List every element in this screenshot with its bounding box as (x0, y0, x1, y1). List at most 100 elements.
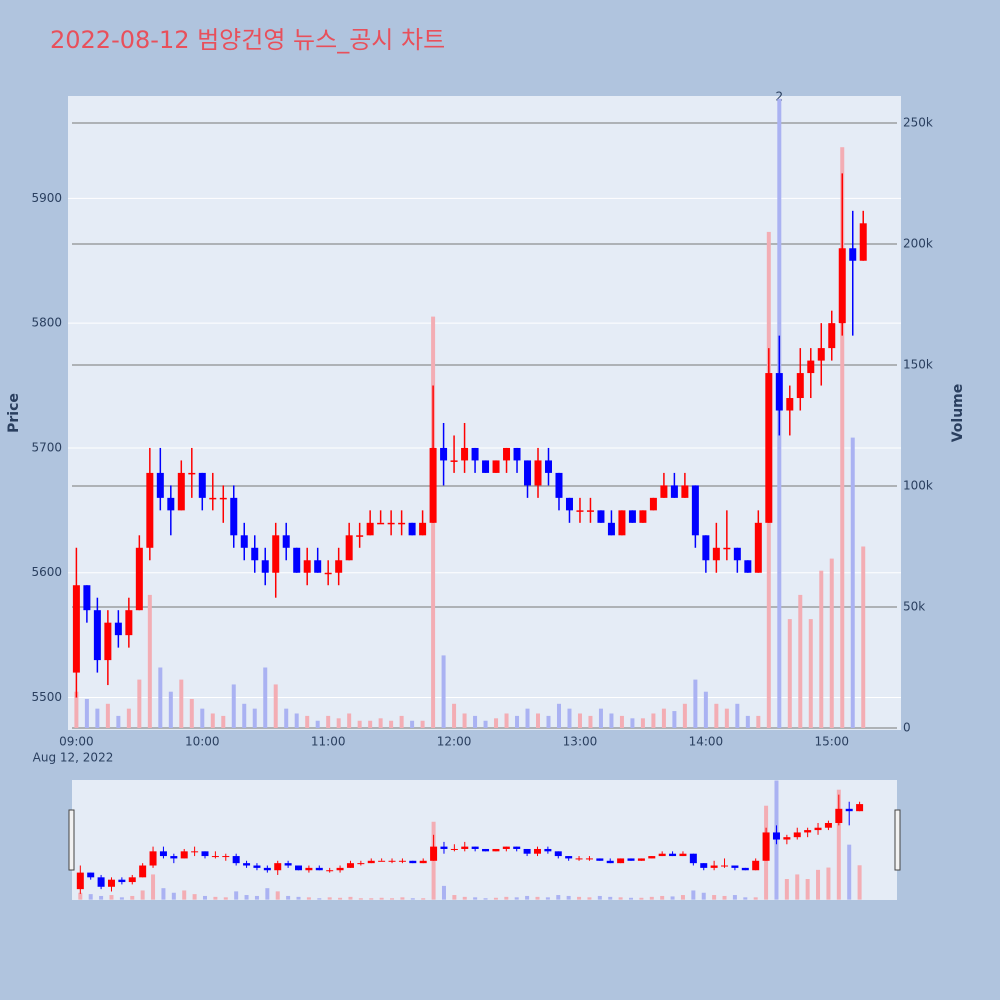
volume-bar (378, 718, 383, 729)
x-tick-label: 13:00 (563, 735, 598, 749)
x-tick-label: 10:00 (185, 735, 220, 749)
candle-body (104, 622, 112, 661)
slider-candle-body (575, 858, 583, 860)
volume-bar (84, 698, 89, 729)
range-slider[interactable] (72, 780, 897, 900)
slider-candle-body (596, 858, 604, 861)
slider-candle-body (211, 856, 219, 858)
volume-bar (452, 703, 457, 729)
volume-bar (347, 713, 352, 729)
candle-body (419, 522, 427, 536)
y-tick-label: 5600 (31, 565, 62, 579)
slider-candle-body (689, 853, 697, 864)
slider-candle-body (180, 851, 188, 859)
slider-volume-bar (722, 895, 727, 900)
volume-bar (703, 691, 708, 729)
candle-body (775, 373, 783, 411)
slider-volume-bar (317, 898, 322, 900)
slider-candle-body (97, 877, 105, 887)
slider-volume-bar (587, 897, 592, 900)
volume-bar (619, 715, 624, 729)
volume-bar (357, 720, 362, 729)
slider-candle-body (315, 867, 323, 871)
volume-bar (556, 703, 561, 729)
slider-volume-bar (244, 895, 249, 900)
slider-volume-bar (78, 892, 83, 900)
slider-candle-body (409, 860, 417, 864)
slider-candle-body (627, 858, 635, 861)
candle-body (440, 447, 448, 461)
y2-tick-label: 100k (903, 479, 933, 493)
candle-body (125, 610, 133, 636)
slider-volume-bar (462, 896, 467, 900)
volume-bar (95, 708, 100, 729)
slider-candle-body (523, 848, 531, 854)
price-layer (72, 173, 867, 698)
slider-candle-body (710, 865, 718, 868)
slider-volume-bar (680, 895, 685, 900)
volume-bar (137, 679, 142, 729)
volume-bar (441, 655, 446, 729)
candle-body (691, 485, 699, 536)
slider-volume-bar (348, 896, 353, 900)
volume-bar (105, 703, 110, 729)
slider-volume-bar (847, 844, 852, 900)
volume-bar (829, 558, 834, 729)
slider-candle-body (835, 808, 843, 823)
slider-volume-bar (286, 895, 291, 900)
slider-volume-bar (784, 879, 789, 900)
candle-body (544, 460, 552, 473)
slider-handle-right[interactable] (894, 809, 901, 871)
candle-body (639, 510, 647, 523)
slider-candle-body (544, 848, 552, 852)
candle-body (72, 585, 80, 673)
slider-volume-bar (369, 898, 374, 900)
slider-candle-body (430, 846, 438, 861)
slider-volume-bar (171, 892, 176, 900)
candle-body (387, 522, 395, 525)
volume-bar (189, 698, 194, 729)
slider-candle-body (295, 865, 303, 871)
candle-body (586, 510, 594, 512)
volume-bar (808, 619, 813, 729)
candle-body (565, 497, 573, 511)
volume-bar (588, 715, 593, 729)
volume-bar (850, 437, 855, 729)
volume-bar (672, 711, 677, 729)
candle-body (723, 547, 731, 550)
slider-volume-bar (649, 896, 654, 900)
candle-body (230, 497, 238, 536)
volume-bar (473, 715, 478, 729)
slider-volume-bar (223, 897, 228, 900)
slider-candle-body (222, 856, 230, 858)
volume-bar (787, 619, 792, 729)
volume-bar (714, 703, 719, 729)
volume-bar (326, 715, 331, 729)
candle-body (618, 510, 626, 536)
candle-body (83, 585, 91, 611)
volume-bar (515, 715, 520, 729)
plot-area (68, 96, 901, 730)
candle-body (649, 497, 657, 511)
candle-body (513, 447, 521, 461)
slider-handle-left[interactable] (68, 809, 75, 871)
volume-bar (598, 708, 603, 729)
slider-volume-bar (857, 865, 862, 900)
slider-candle-body (440, 846, 448, 849)
slider-candle-body (450, 848, 458, 850)
slider-candle-body (565, 856, 573, 859)
slider-volume-bar (691, 890, 696, 900)
slider-candle-body (201, 851, 209, 857)
slider-candle-body (606, 860, 614, 864)
candle-body (786, 398, 794, 411)
volume-bar (410, 720, 415, 729)
candle-body (576, 510, 584, 512)
slider-volume-bar (140, 890, 145, 900)
volume-bar (74, 691, 79, 729)
slider-volume-bar (629, 897, 634, 900)
slider-volume-bar (743, 897, 748, 900)
y-axis-title: Price (6, 393, 22, 433)
slider-candle-body (513, 846, 521, 849)
slider-candle-body (845, 808, 853, 812)
slider-volume-bar (213, 896, 218, 900)
